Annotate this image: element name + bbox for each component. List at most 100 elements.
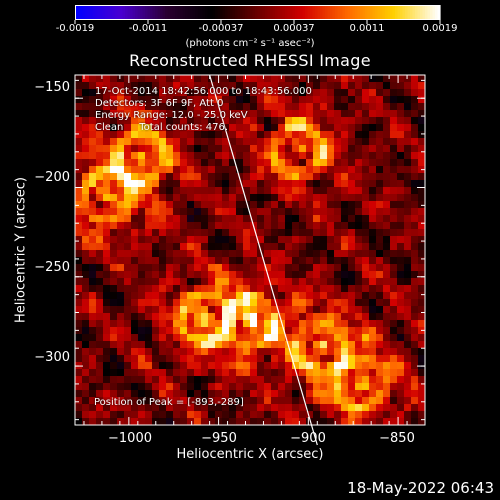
heatmap-pixel xyxy=(124,131,132,139)
heatmap-pixel xyxy=(131,152,139,160)
heatmap-pixel xyxy=(145,418,153,426)
colorbar-segment xyxy=(322,5,326,20)
heatmap-pixel xyxy=(145,110,153,118)
colorbar-tick: 0.0011 xyxy=(349,23,385,34)
heatmap-pixel xyxy=(327,194,335,202)
heatmap-pixel xyxy=(103,264,111,272)
heatmap-pixel xyxy=(306,348,314,356)
heatmap-pixel xyxy=(299,362,307,370)
heatmap-pixel xyxy=(383,194,391,202)
heatmap-pixel xyxy=(390,166,398,174)
heatmap-pixel xyxy=(341,404,349,412)
heatmap-pixel xyxy=(257,222,265,230)
heatmap-pixel xyxy=(124,180,132,188)
heatmap-pixel xyxy=(103,173,111,181)
heatmap-pixel xyxy=(229,229,237,237)
heatmap-pixel xyxy=(229,278,237,286)
heatmap-pixel xyxy=(187,117,195,125)
heatmap-pixel xyxy=(390,278,398,286)
heatmap-pixel xyxy=(369,383,377,391)
heatmap-pixel xyxy=(257,124,265,132)
heatmap-pixel xyxy=(411,341,419,349)
heatmap-pixel xyxy=(285,180,293,188)
heatmap-pixel xyxy=(208,152,216,160)
heatmap-pixel xyxy=(131,285,139,293)
heatmap-pixel xyxy=(299,341,307,349)
heatmap-pixel xyxy=(110,390,118,398)
heatmap-pixel xyxy=(397,89,405,97)
heatmap-pixel xyxy=(271,334,279,342)
heatmap-pixel xyxy=(222,166,230,174)
heatmap-pixel xyxy=(376,82,384,90)
heatmap-pixel xyxy=(229,138,237,146)
heatmap-pixel xyxy=(250,229,258,237)
heatmap-pixel xyxy=(96,173,104,181)
heatmap-pixel xyxy=(180,159,188,167)
heatmap-pixel xyxy=(320,222,328,230)
heatmap-pixel xyxy=(383,117,391,125)
heatmap-pixel xyxy=(75,341,83,349)
heatmap-pixel xyxy=(215,229,223,237)
heatmap-pixel xyxy=(355,145,363,153)
heatmap-pixel xyxy=(103,166,111,174)
colorbar-segment xyxy=(222,5,226,20)
heatmap-pixel xyxy=(369,110,377,118)
heatmap-pixel xyxy=(411,215,419,223)
heatmap-pixel xyxy=(152,355,160,363)
heatmap-pixel xyxy=(271,264,279,272)
heatmap-pixel xyxy=(355,215,363,223)
heatmap-pixel xyxy=(299,327,307,335)
heatmap-pixel xyxy=(243,348,251,356)
heatmap-pixel xyxy=(348,334,356,342)
heatmap-pixel xyxy=(159,96,167,104)
heatmap-pixel xyxy=(166,75,174,83)
heatmap-pixel xyxy=(75,117,83,125)
heatmap-pixel xyxy=(110,313,118,321)
heatmap-pixel xyxy=(383,341,391,349)
heatmap-pixel xyxy=(131,369,139,377)
heatmap-pixel xyxy=(369,355,377,363)
heatmap-pixel xyxy=(215,271,223,279)
heatmap-pixel xyxy=(418,103,426,111)
heatmap-pixel xyxy=(306,96,314,104)
heatmap-pixel xyxy=(243,278,251,286)
heatmap-pixel xyxy=(166,166,174,174)
heatmap-pixel xyxy=(82,110,90,118)
heatmap-pixel xyxy=(110,201,118,209)
heatmap-pixel xyxy=(404,369,412,377)
heatmap-pixel xyxy=(278,271,286,279)
heatmap-pixel xyxy=(152,152,160,160)
colorbar-segment xyxy=(377,5,381,20)
heatmap-pixel xyxy=(397,271,405,279)
heatmap-pixel xyxy=(250,306,258,314)
heatmap-pixel xyxy=(180,348,188,356)
heatmap-pixel xyxy=(243,89,251,97)
heatmap-pixel xyxy=(89,257,97,265)
heatmap-pixel xyxy=(383,313,391,321)
heatmap-pixel xyxy=(145,152,153,160)
heatmap-pixel xyxy=(369,222,377,230)
heatmap-pixel xyxy=(411,96,419,104)
heatmap-pixel xyxy=(138,355,146,363)
heatmap-pixel xyxy=(131,89,139,97)
heatmap-pixel xyxy=(334,131,342,139)
heatmap-pixel xyxy=(201,348,209,356)
heatmap-pixel xyxy=(257,376,265,384)
heatmap-pixel xyxy=(327,341,335,349)
colorbar-segment xyxy=(320,5,324,20)
heatmap-pixel xyxy=(89,362,97,370)
heatmap-pixel xyxy=(243,271,251,279)
colorbar-segment xyxy=(392,5,396,20)
heatmap-pixel xyxy=(264,299,272,307)
heatmap-pixel xyxy=(110,397,118,405)
heatmap-pixel xyxy=(404,159,412,167)
heatmap-pixel xyxy=(320,166,328,174)
heatmap-pixel xyxy=(285,222,293,230)
heatmap-pixel xyxy=(159,124,167,132)
heatmap-pixel xyxy=(362,215,370,223)
heatmap-pixel xyxy=(145,334,153,342)
heatmap-pixel xyxy=(250,166,258,174)
colorbar-segment xyxy=(195,5,199,20)
heatmap-pixel xyxy=(278,187,286,195)
heatmap-pixel xyxy=(334,404,342,412)
